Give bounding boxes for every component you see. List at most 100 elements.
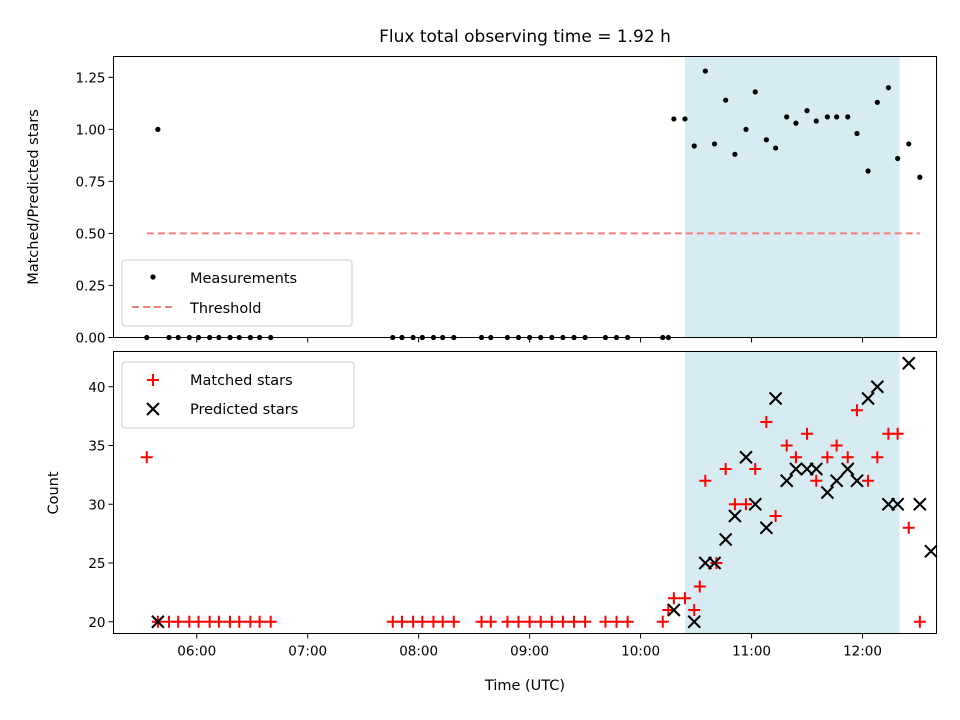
ratio-ytick-label: 1.25 — [75, 70, 105, 86]
matched-stars-point — [719, 463, 732, 475]
measurement-point — [763, 137, 769, 143]
predicted-stars-point — [789, 462, 803, 476]
ratio-ytick-label: 0.00 — [75, 331, 105, 347]
predicted-stars-point — [768, 391, 783, 406]
matched-stars-point — [264, 615, 277, 628]
matched-stars-point — [688, 604, 701, 616]
ratio-legend: Measurements Threshold — [121, 259, 353, 327]
legend-threshold-label: Threshold — [189, 301, 261, 317]
matched-stars-point — [789, 451, 802, 464]
predicted-stars-point — [779, 474, 794, 488]
matched-stars-point — [212, 615, 225, 628]
matched-stars-point — [760, 416, 773, 428]
measurement-point — [845, 114, 851, 120]
predicted-stars-point — [841, 462, 855, 476]
matched-stars-point — [512, 615, 525, 628]
predicted-stars-point — [748, 497, 762, 511]
matched-stars-point — [447, 615, 460, 628]
matched-stars-point — [821, 451, 834, 464]
measurement-point — [906, 141, 912, 147]
xtick-label: 11:00 — [732, 644, 771, 660]
legend-measurements-label: Measurements — [190, 271, 297, 287]
predicted-stars-point — [870, 380, 885, 394]
measurement-point — [702, 68, 708, 74]
matched-stars-point — [769, 510, 782, 522]
xtick-label: 12:00 — [843, 644, 882, 660]
observing-span-top — [684, 56, 900, 338]
matched-stars-point — [523, 615, 536, 628]
matched-stars-point — [545, 615, 558, 628]
matched-stars-point — [693, 580, 706, 593]
measurement-point — [917, 174, 923, 180]
ratio-ytick-label: 0.75 — [75, 174, 105, 190]
measurement-point — [793, 120, 799, 126]
measurement-point — [824, 114, 830, 120]
matched-stars-point — [233, 615, 246, 628]
legend-matched-marker — [147, 374, 159, 386]
predicted-stars-point — [728, 509, 742, 523]
measurement-point — [155, 126, 161, 132]
matched-stars-point — [841, 451, 854, 464]
predicted-stars-point — [850, 474, 864, 488]
measurement-point — [874, 99, 880, 105]
measurement-point — [732, 151, 738, 157]
matched-stars-point — [862, 474, 875, 487]
xtick-label: 09:00 — [510, 644, 549, 660]
measurement-point — [854, 130, 860, 137]
measurement-point — [895, 155, 901, 162]
matched-stars-point — [253, 615, 266, 628]
xtick-label: 06:00 — [177, 644, 216, 660]
ratio-ytick-label: 0.25 — [75, 278, 105, 294]
legend-predicted-marker — [146, 402, 160, 416]
matched-stars-point — [396, 615, 409, 628]
count-ytick-label: 40 — [88, 380, 105, 396]
matched-stars-point — [416, 615, 429, 628]
measurement-point — [784, 114, 790, 120]
predicted-stars-point — [902, 356, 916, 370]
ratio-legend-box — [121, 259, 353, 327]
matched-stars-point — [913, 615, 926, 628]
measurement-point — [865, 168, 871, 174]
matched-stars-point — [501, 615, 514, 628]
matched-stars-point — [830, 439, 843, 452]
matched-stars-point — [656, 615, 669, 628]
predicted-stars-point — [820, 485, 835, 500]
matched-stars-point — [749, 463, 762, 475]
matched-stars-point — [850, 404, 863, 417]
predicted-stars-point — [829, 474, 844, 488]
legend-predicted-label: Predicted stars — [190, 402, 298, 418]
xtick-label: 08:00 — [399, 644, 438, 660]
matched-stars-point — [568, 615, 581, 628]
measurement-point — [691, 143, 697, 149]
measurement-point — [885, 85, 892, 91]
matched-stars-point — [780, 439, 793, 452]
matched-stars-point — [902, 521, 915, 534]
predicted-stars-point — [739, 450, 753, 464]
predicted-stars-point — [890, 497, 905, 511]
matched-stars-point — [801, 427, 814, 440]
matched-stars-point — [484, 615, 497, 628]
predicted-stars-point — [707, 556, 722, 570]
matched-stars-point — [579, 615, 592, 628]
predicted-stars-point — [861, 391, 875, 406]
xtick-label: 07:00 — [288, 644, 327, 660]
count-ytick-label: 35 — [88, 439, 105, 455]
matched-stars-point — [436, 615, 449, 628]
measurement-point — [772, 145, 779, 151]
matched-stars-point — [871, 451, 884, 464]
measurement-point — [711, 141, 718, 147]
legend-matched-label: Matched stars — [190, 373, 293, 389]
matched-stars-point — [556, 615, 569, 628]
predicted-stars-point — [687, 615, 701, 629]
observing-span-bottom — [684, 351, 900, 634]
measurement-point — [671, 116, 677, 122]
ratio-ytick-label: 0.50 — [75, 226, 105, 242]
matched-stars-point — [810, 474, 823, 487]
matched-stars-point — [728, 498, 741, 511]
predicted-stars-point — [809, 462, 823, 476]
matched-stars-point — [599, 615, 612, 628]
count-panel: 20 25 30 35 40 06:00 07:00 08:00 09:00 10:00 11:0… — [46, 351, 938, 694]
ratio-panel: 0.00 0.25 0.50 0.75 1.00 1.25 Flux total obse… — [26, 27, 937, 347]
matched-stars-point — [534, 615, 547, 628]
